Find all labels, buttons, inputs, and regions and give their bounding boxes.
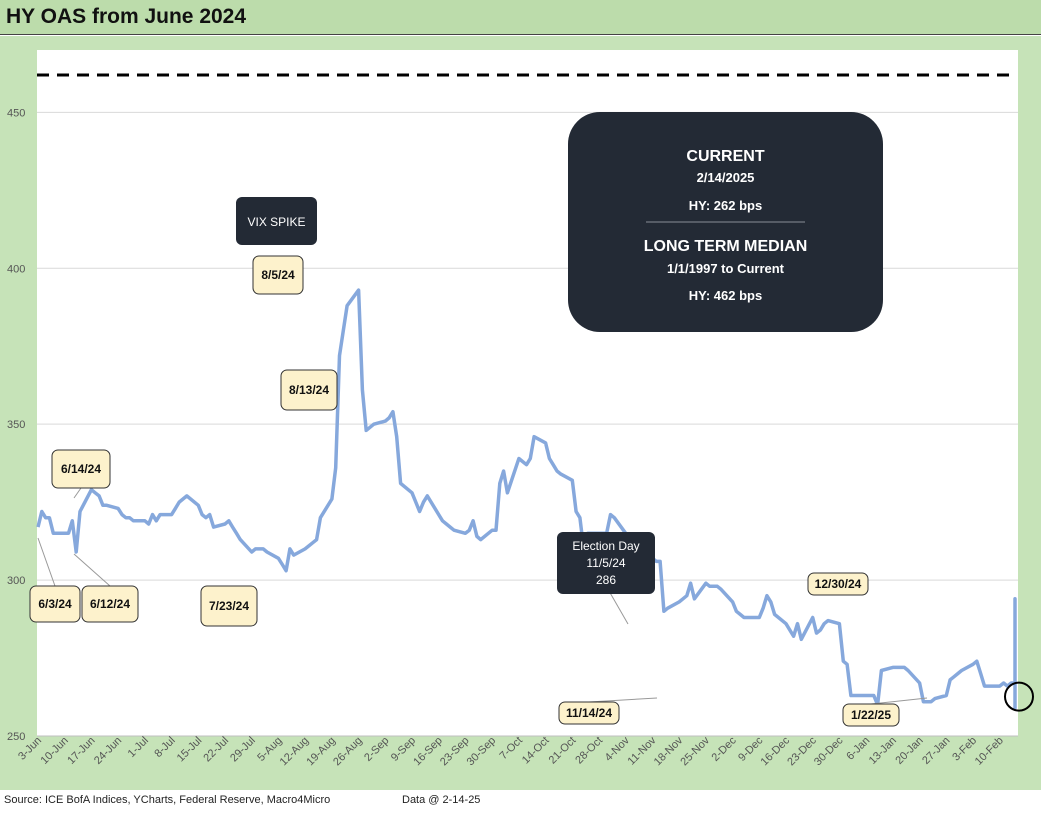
- callout-11-14-24: 11/14/24: [558, 697, 658, 725]
- callout-label: 6/3/24: [38, 597, 72, 611]
- x-tick-label: 19-Aug: [304, 735, 338, 769]
- current-value-circle: [1004, 681, 1034, 712]
- x-tick-label: 22-Jul: [201, 735, 231, 765]
- vix-spike-box: [236, 197, 317, 245]
- callout-6-3-24: 6/3/24: [29, 537, 81, 623]
- callout-8-13-24: 8/13/24: [280, 369, 338, 411]
- callout-box: [81, 585, 139, 623]
- chart-frame: 250 300 350 400 450 3-Jun 10-Jun 17-Jun 24-Jun 1-…: [0, 36, 1041, 790]
- callout-6-12-24: 6/12/24: [73, 553, 139, 623]
- callout-label: 11/14/24: [566, 706, 612, 720]
- current-date: 2/14/2025: [697, 170, 755, 185]
- vix-spike-text: VIX SPIKE: [247, 215, 305, 229]
- callout-label: 8/13/24: [289, 383, 329, 397]
- x-tick-label: 24-Jun: [92, 735, 124, 767]
- y-tick-label: 250: [7, 731, 25, 743]
- callout-leader: [73, 487, 82, 499]
- callout-box: [29, 585, 81, 623]
- callout-box: [200, 585, 258, 627]
- x-tick-label: 25-Nov: [678, 734, 712, 768]
- x-tick-label: 10-Jun: [39, 735, 71, 767]
- chart-title: HY OAS from June 2024: [6, 5, 247, 28]
- x-tick-label: 30-Dec: [812, 734, 846, 768]
- y-tick-label: 450: [7, 107, 25, 119]
- median-value: HY: 462 bps: [689, 288, 762, 303]
- callout-12-30-24: 12/30/24: [807, 572, 869, 596]
- vix-spike-label: VIX SPIKE: [236, 197, 317, 245]
- callout-box: [807, 572, 869, 596]
- callout-label: 6/14/24: [61, 462, 101, 476]
- callout-box: [558, 701, 620, 725]
- callout-6-14-24: 6/14/24: [51, 449, 111, 499]
- y-tick-label: 400: [7, 263, 25, 275]
- callout-1-22-25: 1/22/25: [842, 697, 928, 727]
- election-day-title: Election Day: [572, 539, 639, 553]
- x-tick-label: 30-Sep: [465, 735, 499, 769]
- y-tick-label: 350: [7, 419, 25, 431]
- x-tick-label: 27-Jan: [920, 735, 952, 767]
- x-tick-label: 2-Sep: [362, 735, 391, 764]
- callout-label: 7/23/24: [209, 599, 249, 613]
- x-tick-label: 12-Aug: [278, 735, 312, 769]
- x-tick-label: 29-Jul: [228, 735, 258, 765]
- callout-box: [280, 369, 338, 411]
- title-bar: HY OAS from June 2024: [0, 0, 1041, 35]
- x-tick-label: 16-Sep: [411, 735, 445, 769]
- x-tick-label: 26-Aug: [331, 735, 365, 769]
- callout-box: [252, 255, 304, 295]
- x-tick-label: 14-Oct: [520, 735, 552, 767]
- source-text: Source: ICE BofA Indices, YCharts, Feder…: [4, 794, 331, 806]
- election-day-box: [557, 532, 655, 594]
- data-date-text: Data @ 2-14-25: [402, 794, 481, 806]
- callout-label: 8/5/24: [261, 268, 295, 282]
- callout-box: [51, 449, 111, 489]
- election-day-date: 11/5/24: [586, 556, 625, 570]
- x-tick-label: 23-Sep: [438, 735, 472, 769]
- median-range: 1/1/1997 to Current: [667, 261, 785, 276]
- callout-leader: [870, 697, 928, 705]
- x-tick-label: 15-Jul: [175, 735, 205, 765]
- x-tick-label: 28-Oct: [573, 735, 605, 767]
- election-day-callout: Election Day 11/5/24 286: [557, 532, 655, 625]
- current-value: HY: 262 bps: [689, 198, 762, 213]
- current-title: CURRENT: [686, 148, 764, 165]
- callout-8-5-24: 8/5/24: [252, 255, 304, 295]
- callout-label: 12/30/24: [815, 577, 862, 591]
- callout-leader: [37, 537, 56, 587]
- callout-box: [842, 703, 900, 727]
- footer: Source: ICE BofA Indices, YCharts, Feder…: [0, 790, 1041, 816]
- x-tick-label: 1-Jul: [126, 735, 151, 760]
- callout-leader: [73, 553, 111, 587]
- x-tick-label: 13-Jan: [867, 735, 899, 767]
- hy-oas-series-line: [36, 288, 1017, 710]
- median-title: LONG TERM MEDIAN: [644, 238, 808, 255]
- x-tick-label: 20-Jan: [893, 735, 925, 767]
- callout-leader: [588, 697, 658, 703]
- y-tick-label: 300: [7, 575, 25, 587]
- info-box: CURRENT 2/14/2025 HY: 262 bps LONG TERM MED…: [568, 112, 883, 332]
- x-tick-label: 17-Jun: [65, 735, 97, 767]
- callout-label: 6/12/24: [90, 597, 130, 611]
- callout-label: 1/22/25: [851, 708, 891, 722]
- election-day-value: 286: [596, 573, 616, 587]
- x-tick-label: 21-Oct: [547, 735, 579, 767]
- x-tick-label: 2-Dec: [709, 734, 739, 764]
- x-tick-label: 10-Feb: [973, 735, 1006, 768]
- callout-7-23-24: 7/23/24: [200, 585, 258, 627]
